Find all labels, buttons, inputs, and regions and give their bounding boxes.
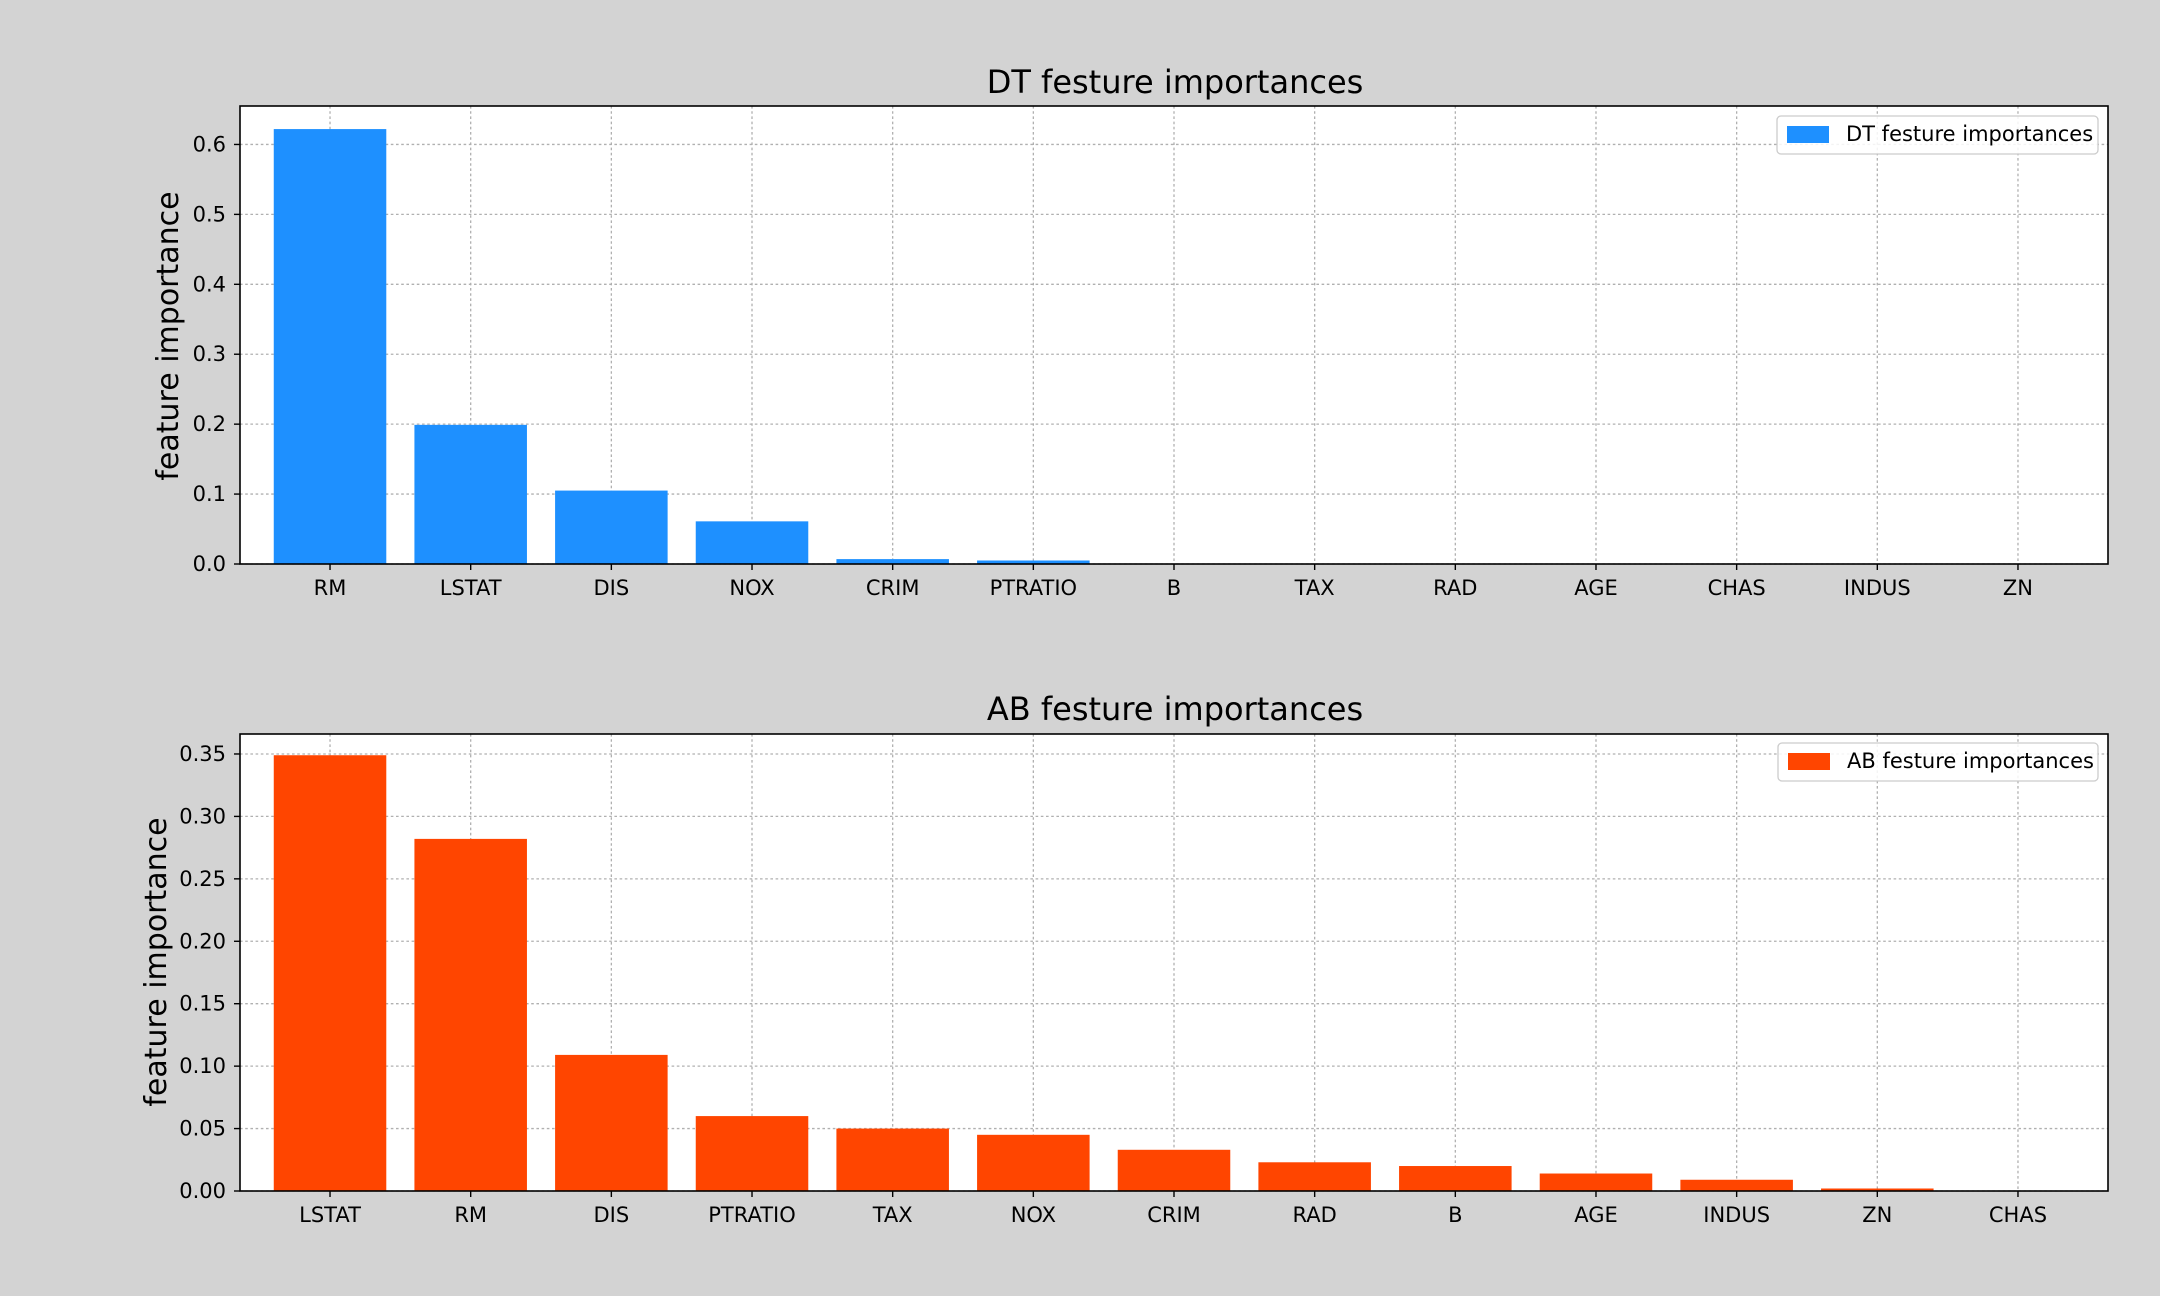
bar-nox xyxy=(977,1134,1090,1191)
y-tick-label: 0.05 xyxy=(179,1117,226,1141)
y-tick-label: 0.25 xyxy=(179,867,226,891)
legend: DT festure importances xyxy=(1776,115,2099,155)
legend-label: AB festure importances xyxy=(1847,749,2094,773)
y-tick-label: 0.4 xyxy=(193,272,226,296)
legend-swatch xyxy=(1788,753,1830,770)
y-ticks: 0.0 0.1 0.2 0.3 0.4 0.5 0.6 xyxy=(193,132,240,576)
bars xyxy=(273,755,1934,1191)
bar-crim xyxy=(836,559,949,564)
chart-title: AB festure importances xyxy=(987,690,1363,728)
y-tick-label: 0.0 xyxy=(193,552,226,576)
bar-b xyxy=(1399,1166,1512,1191)
bar-dis xyxy=(555,1054,668,1191)
x-tick-label: LSTAT xyxy=(440,576,502,600)
y-tick-label: 0.35 xyxy=(179,742,226,766)
dt-importance-chart: DT festure importances feature importanc… xyxy=(151,63,2109,600)
bars xyxy=(273,129,1090,564)
bar-rm xyxy=(414,838,527,1191)
x-tick-label: RAD xyxy=(1293,1203,1337,1227)
x-tick-label: RM xyxy=(314,576,347,600)
x-tick-label: CRIM xyxy=(1147,1203,1201,1227)
x-tick-label: B xyxy=(1167,576,1181,600)
x-tick-label: PTRATIO xyxy=(990,576,1078,600)
bar-nox xyxy=(695,521,809,564)
bar-lstat xyxy=(273,755,387,1191)
x-tick-label: AGE xyxy=(1574,576,1618,600)
bar-lstat xyxy=(414,424,527,564)
y-axis-label: feature importance xyxy=(139,817,174,1106)
x-tick-label: PTRATIO xyxy=(708,1203,796,1227)
x-tick-label: AGE xyxy=(1574,1203,1618,1227)
legend-box xyxy=(1776,115,2099,155)
bar-tax xyxy=(836,1128,949,1191)
x-tick-label: INDUS xyxy=(1703,1203,1770,1227)
x-tick-label: B xyxy=(1448,1203,1462,1227)
y-tick-label: 0.30 xyxy=(179,804,226,828)
chart-title: DT festure importances xyxy=(987,63,1364,101)
legend-swatch xyxy=(1787,126,1829,143)
legend-box xyxy=(1777,742,2099,782)
x-tick-label: CHAS xyxy=(1708,576,1766,600)
x-tick-label: DIS xyxy=(593,1203,629,1227)
bar-dis xyxy=(555,490,668,564)
y-ticks: 0.00 0.05 0.10 0.15 0.20 0.25 0.30 0.35 xyxy=(179,742,240,1203)
x-ticks: LSTAT RM DIS PTRATIO TAX NOX CRIM RAD B AGE INDUS Z… xyxy=(299,1191,2047,1227)
bar-crim xyxy=(1117,1149,1231,1191)
bar-zn xyxy=(1821,1188,1934,1191)
legend-label: DT festure importances xyxy=(1846,122,2093,146)
x-tick-label: ZN xyxy=(2003,576,2033,600)
bar-indus xyxy=(1680,1179,1793,1191)
x-tick-label: DIS xyxy=(593,576,629,600)
y-tick-label: 0.15 xyxy=(179,992,226,1016)
x-tick-label: TAX xyxy=(1294,576,1335,600)
y-tick-label: 0.3 xyxy=(193,342,226,366)
x-tick-label: CHAS xyxy=(1989,1203,2047,1227)
x-tick-label: NOX xyxy=(1011,1203,1056,1227)
x-tick-label: CRIM xyxy=(866,576,920,600)
bar-rm xyxy=(273,129,387,564)
y-tick-label: 0.5 xyxy=(193,202,226,226)
x-tick-label: LSTAT xyxy=(299,1203,361,1227)
y-tick-label: 0.00 xyxy=(179,1179,226,1203)
y-tick-label: 0.20 xyxy=(179,929,226,953)
bar-ptratio xyxy=(977,560,1090,564)
y-axis-label: feature importance xyxy=(151,191,186,480)
x-tick-label: ZN xyxy=(1862,1203,1892,1227)
y-tick-label: 0.6 xyxy=(193,132,226,156)
x-tick-label: INDUS xyxy=(1844,576,1911,600)
x-tick-label: RAD xyxy=(1433,576,1477,600)
x-tick-label: TAX xyxy=(872,1203,913,1227)
y-tick-label: 0.10 xyxy=(179,1054,226,1078)
bar-rad xyxy=(1258,1162,1371,1191)
x-tick-label: RM xyxy=(454,1203,487,1227)
ab-importance-chart: AB festure importances feature importanc… xyxy=(139,690,2109,1227)
bar-ptratio xyxy=(695,1116,809,1191)
bar-age xyxy=(1539,1173,1653,1191)
y-tick-label: 0.1 xyxy=(193,482,226,506)
x-tick-label: NOX xyxy=(729,576,774,600)
x-ticks: RM LSTAT DIS NOX CRIM PTRATIO B TAX RAD AGE CHAS IN… xyxy=(314,564,2033,600)
legend: AB festure importances xyxy=(1777,742,2099,782)
y-tick-label: 0.2 xyxy=(193,412,226,436)
